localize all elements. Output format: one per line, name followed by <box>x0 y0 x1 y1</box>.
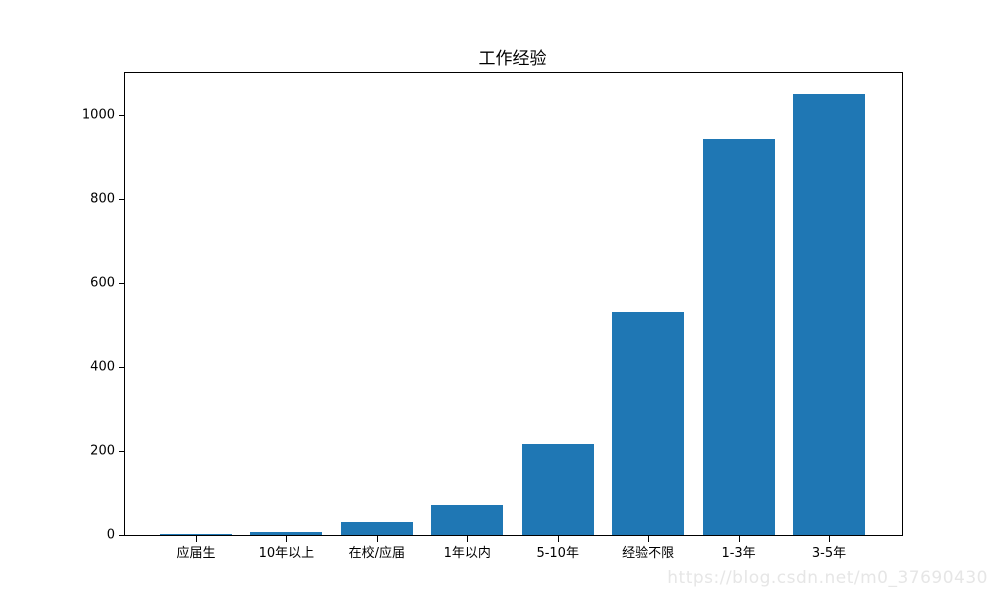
y-axis-tick-label: 400 <box>90 359 115 375</box>
x-axis-tick-label: 在校/应届 <box>348 546 406 561</box>
chart-title: 工作经验 <box>478 49 547 69</box>
x-axis-tick <box>738 536 740 542</box>
watermark: https://blog.csdn.net/m0_37690430 <box>667 568 988 588</box>
x-axis-tick-label: 1-3年 <box>721 546 756 561</box>
bar <box>521 444 594 535</box>
x-axis-tick-label: 经验不限 <box>622 546 675 561</box>
bar <box>702 139 775 535</box>
bar <box>250 531 323 535</box>
bar <box>340 522 413 535</box>
x-axis-tick <box>376 536 378 542</box>
bar <box>793 94 865 535</box>
y-axis-tick <box>119 282 125 284</box>
plot-area: 0 200 400 600 800 1000 应届生 10年以上 在校/应届 1年以内 5-10年 经… <box>82 72 903 561</box>
y-axis-tick <box>119 534 125 536</box>
y-axis-tick-label: 1000 <box>81 107 115 123</box>
x-axis-tick <box>829 536 830 542</box>
x-axis-tick-label: 10年以上 <box>258 546 315 561</box>
y-axis-tick-label: 0 <box>106 527 115 543</box>
x-axis-tick <box>648 536 650 542</box>
y-axis-tick <box>119 450 125 452</box>
x-axis-tick-label: 3-5年 <box>811 546 847 561</box>
x-axis-tick <box>467 536 469 542</box>
x-axis-tick <box>286 536 288 542</box>
bar <box>160 534 232 535</box>
bar <box>612 312 685 535</box>
y-axis-tick-label: 800 <box>90 191 115 207</box>
x-axis-tick <box>196 536 197 542</box>
y-axis-tick-label: 600 <box>90 275 115 291</box>
x-axis-tick-label: 5-10年 <box>536 546 579 561</box>
x-axis-tick-label: 应届生 <box>176 546 216 561</box>
y-axis-tick <box>119 198 125 200</box>
y-axis-tick <box>119 366 125 368</box>
x-axis-tick <box>557 536 559 542</box>
y-axis-tick-label: 200 <box>90 443 115 459</box>
bar <box>431 504 504 535</box>
x-axis-tick-label: 1年以内 <box>443 546 491 561</box>
y-axis-tick <box>119 114 125 116</box>
